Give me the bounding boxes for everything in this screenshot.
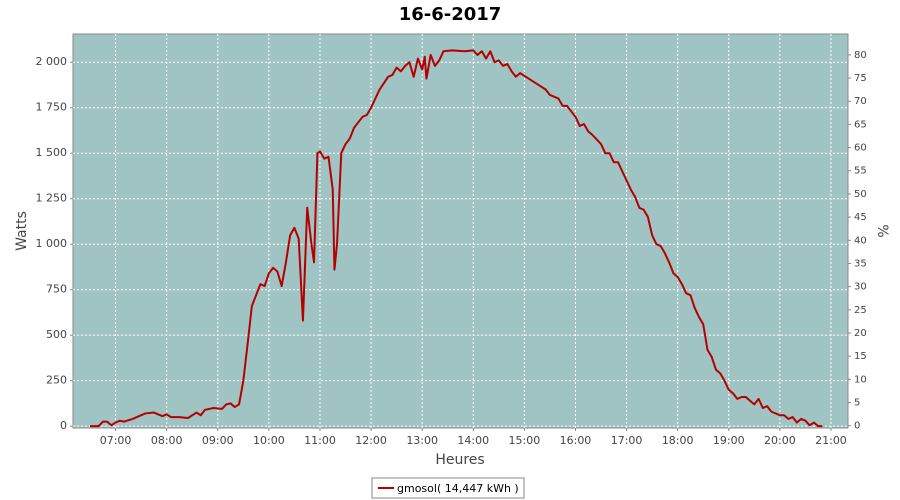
x-tick-label: 08:00 (151, 434, 183, 447)
y-tick-label: 1 750 (36, 101, 68, 114)
y2-tick-label: 10 (854, 374, 867, 385)
y-tick-label: 0 (60, 419, 67, 432)
x-tick-label: 11:00 (304, 434, 336, 447)
x-tick-label: 14:00 (457, 434, 489, 447)
x-tick-label: 16:00 (560, 434, 592, 447)
x-axis-label: Heures (435, 452, 484, 468)
y2-tick-label: 15 (854, 351, 867, 362)
y2-tick-label: 70 (854, 96, 867, 107)
y-tick-label: 2 000 (36, 55, 68, 68)
x-tick-label: 09:00 (202, 434, 234, 447)
plot-area (72, 33, 849, 429)
y-tick-label: 500 (46, 328, 67, 341)
y2-tick-label: 55 (854, 166, 867, 177)
y-tick-label: 1 250 (36, 192, 68, 205)
y2-tick-label: 80 (854, 50, 867, 61)
y2-tick-label: 30 (854, 282, 867, 293)
legend-label: gmosol( 14,447 kWh ) (397, 482, 519, 495)
y-axis-label: Watts (14, 211, 30, 251)
y2-tick-label: 40 (854, 235, 867, 246)
line-series (90, 49, 823, 428)
y2-tick-label: 75 (854, 73, 867, 84)
y2-tick-label: 5 (854, 398, 860, 409)
x-tick-label: 10:00 (253, 434, 285, 447)
y2-tick-label: 20 (854, 328, 867, 339)
y-tick-label: 1 000 (36, 237, 68, 250)
y-tick-label: 750 (46, 283, 67, 296)
y2-tick-label: 60 (854, 143, 867, 154)
x-tick-label: 12:00 (355, 434, 387, 447)
x-tick-label: 20:00 (764, 434, 796, 447)
x-tick-label: 13:00 (406, 434, 438, 447)
chart-title: 16-6-2017 (399, 4, 502, 25)
x-tick-label: 18:00 (662, 434, 694, 447)
x-tick-label: 07:00 (100, 434, 132, 447)
x-tick-label: 19:00 (713, 434, 745, 447)
y2-tick-label: 0 (854, 421, 860, 432)
x-tick-label: 17:00 (611, 434, 643, 447)
legend (371, 477, 525, 499)
y2-tick-label: 50 (854, 189, 867, 200)
y2-tick-label: 35 (854, 258, 867, 269)
y2-axis-label: % (874, 224, 890, 237)
y2-tick-label: 45 (854, 212, 867, 223)
x-tick-label: 21:00 (815, 434, 847, 447)
y2-tick-label: 65 (854, 119, 867, 130)
x-tick-label: 15:00 (509, 434, 541, 447)
y-tick-label: 1 500 (36, 146, 68, 159)
y2-tick-label: 25 (854, 305, 867, 316)
y-tick-label: 250 (46, 374, 67, 387)
